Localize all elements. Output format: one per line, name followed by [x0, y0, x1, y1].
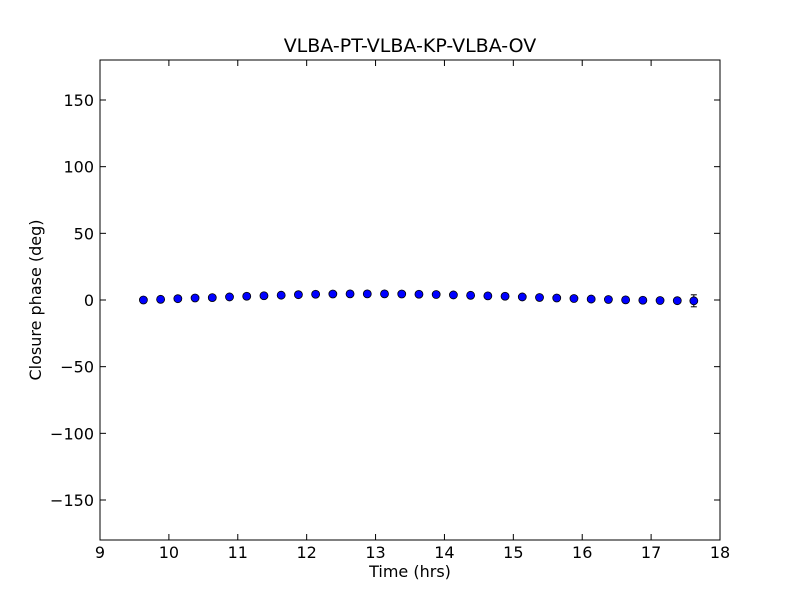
data-point: [586, 294, 596, 304]
data-point: [448, 290, 458, 300]
data-point: [259, 291, 269, 301]
data-point: [397, 289, 407, 299]
data-point: [242, 291, 252, 301]
data-point: [672, 296, 682, 306]
data-point: [345, 289, 355, 299]
data-point: [483, 291, 493, 301]
data-point: [311, 289, 321, 299]
x-tick-label: 17: [641, 543, 661, 562]
x-axis-label: Time (hrs): [368, 562, 451, 581]
x-tick-label: 16: [572, 543, 592, 562]
y-axis-label: Closure phase (deg): [26, 219, 45, 380]
y-tick-label: 50: [74, 224, 94, 243]
data-point: [380, 289, 389, 299]
x-tick-label: 9: [95, 543, 105, 562]
y-tick-label: −100: [50, 424, 94, 443]
data-point: [604, 295, 613, 304]
data-point: [638, 295, 648, 305]
data-point: [293, 290, 303, 300]
data-point: [362, 289, 372, 299]
data-point: [500, 291, 510, 301]
data-point: [466, 290, 476, 300]
data-point: [689, 296, 699, 306]
y-tick-label: 0: [84, 291, 94, 310]
data-point: [173, 294, 183, 304]
x-tick-label: 14: [434, 543, 454, 562]
x-tick-label: 18: [710, 543, 730, 562]
x-tick-label: 15: [503, 543, 523, 562]
data-point: [328, 289, 338, 299]
data-point: [414, 289, 424, 299]
y-tick-label: −50: [60, 358, 94, 377]
x-tick-label: 12: [296, 543, 316, 562]
plot-area: 9 10 11 12 13 14 15 16 17 18 −150 −100 −50 0 50 100 150: [50, 60, 730, 562]
data-point: [535, 293, 544, 302]
data-point: [207, 293, 217, 303]
y-tick-label: −150: [50, 491, 94, 510]
data-point: [225, 292, 234, 302]
x-tick-label: 10: [159, 543, 179, 562]
plot-frame: [99, 59, 721, 541]
x-tick-label: 13: [365, 543, 385, 562]
data-point: [156, 294, 166, 304]
data-point: [569, 294, 579, 303]
data-point: [655, 296, 665, 305]
data-point: [276, 290, 286, 300]
data-point: [138, 295, 148, 305]
data-point: [190, 293, 200, 303]
data-point: [552, 293, 562, 303]
x-tick-label: 11: [228, 543, 248, 562]
y-tick-label: 100: [63, 158, 94, 177]
y-tick-label: 150: [63, 91, 94, 110]
data-point: [621, 295, 631, 305]
data-point: [517, 292, 527, 302]
data-point: [431, 290, 441, 299]
chart-title: VLBA-PT-VLBA-KP-VLBA-OV: [284, 35, 537, 57]
